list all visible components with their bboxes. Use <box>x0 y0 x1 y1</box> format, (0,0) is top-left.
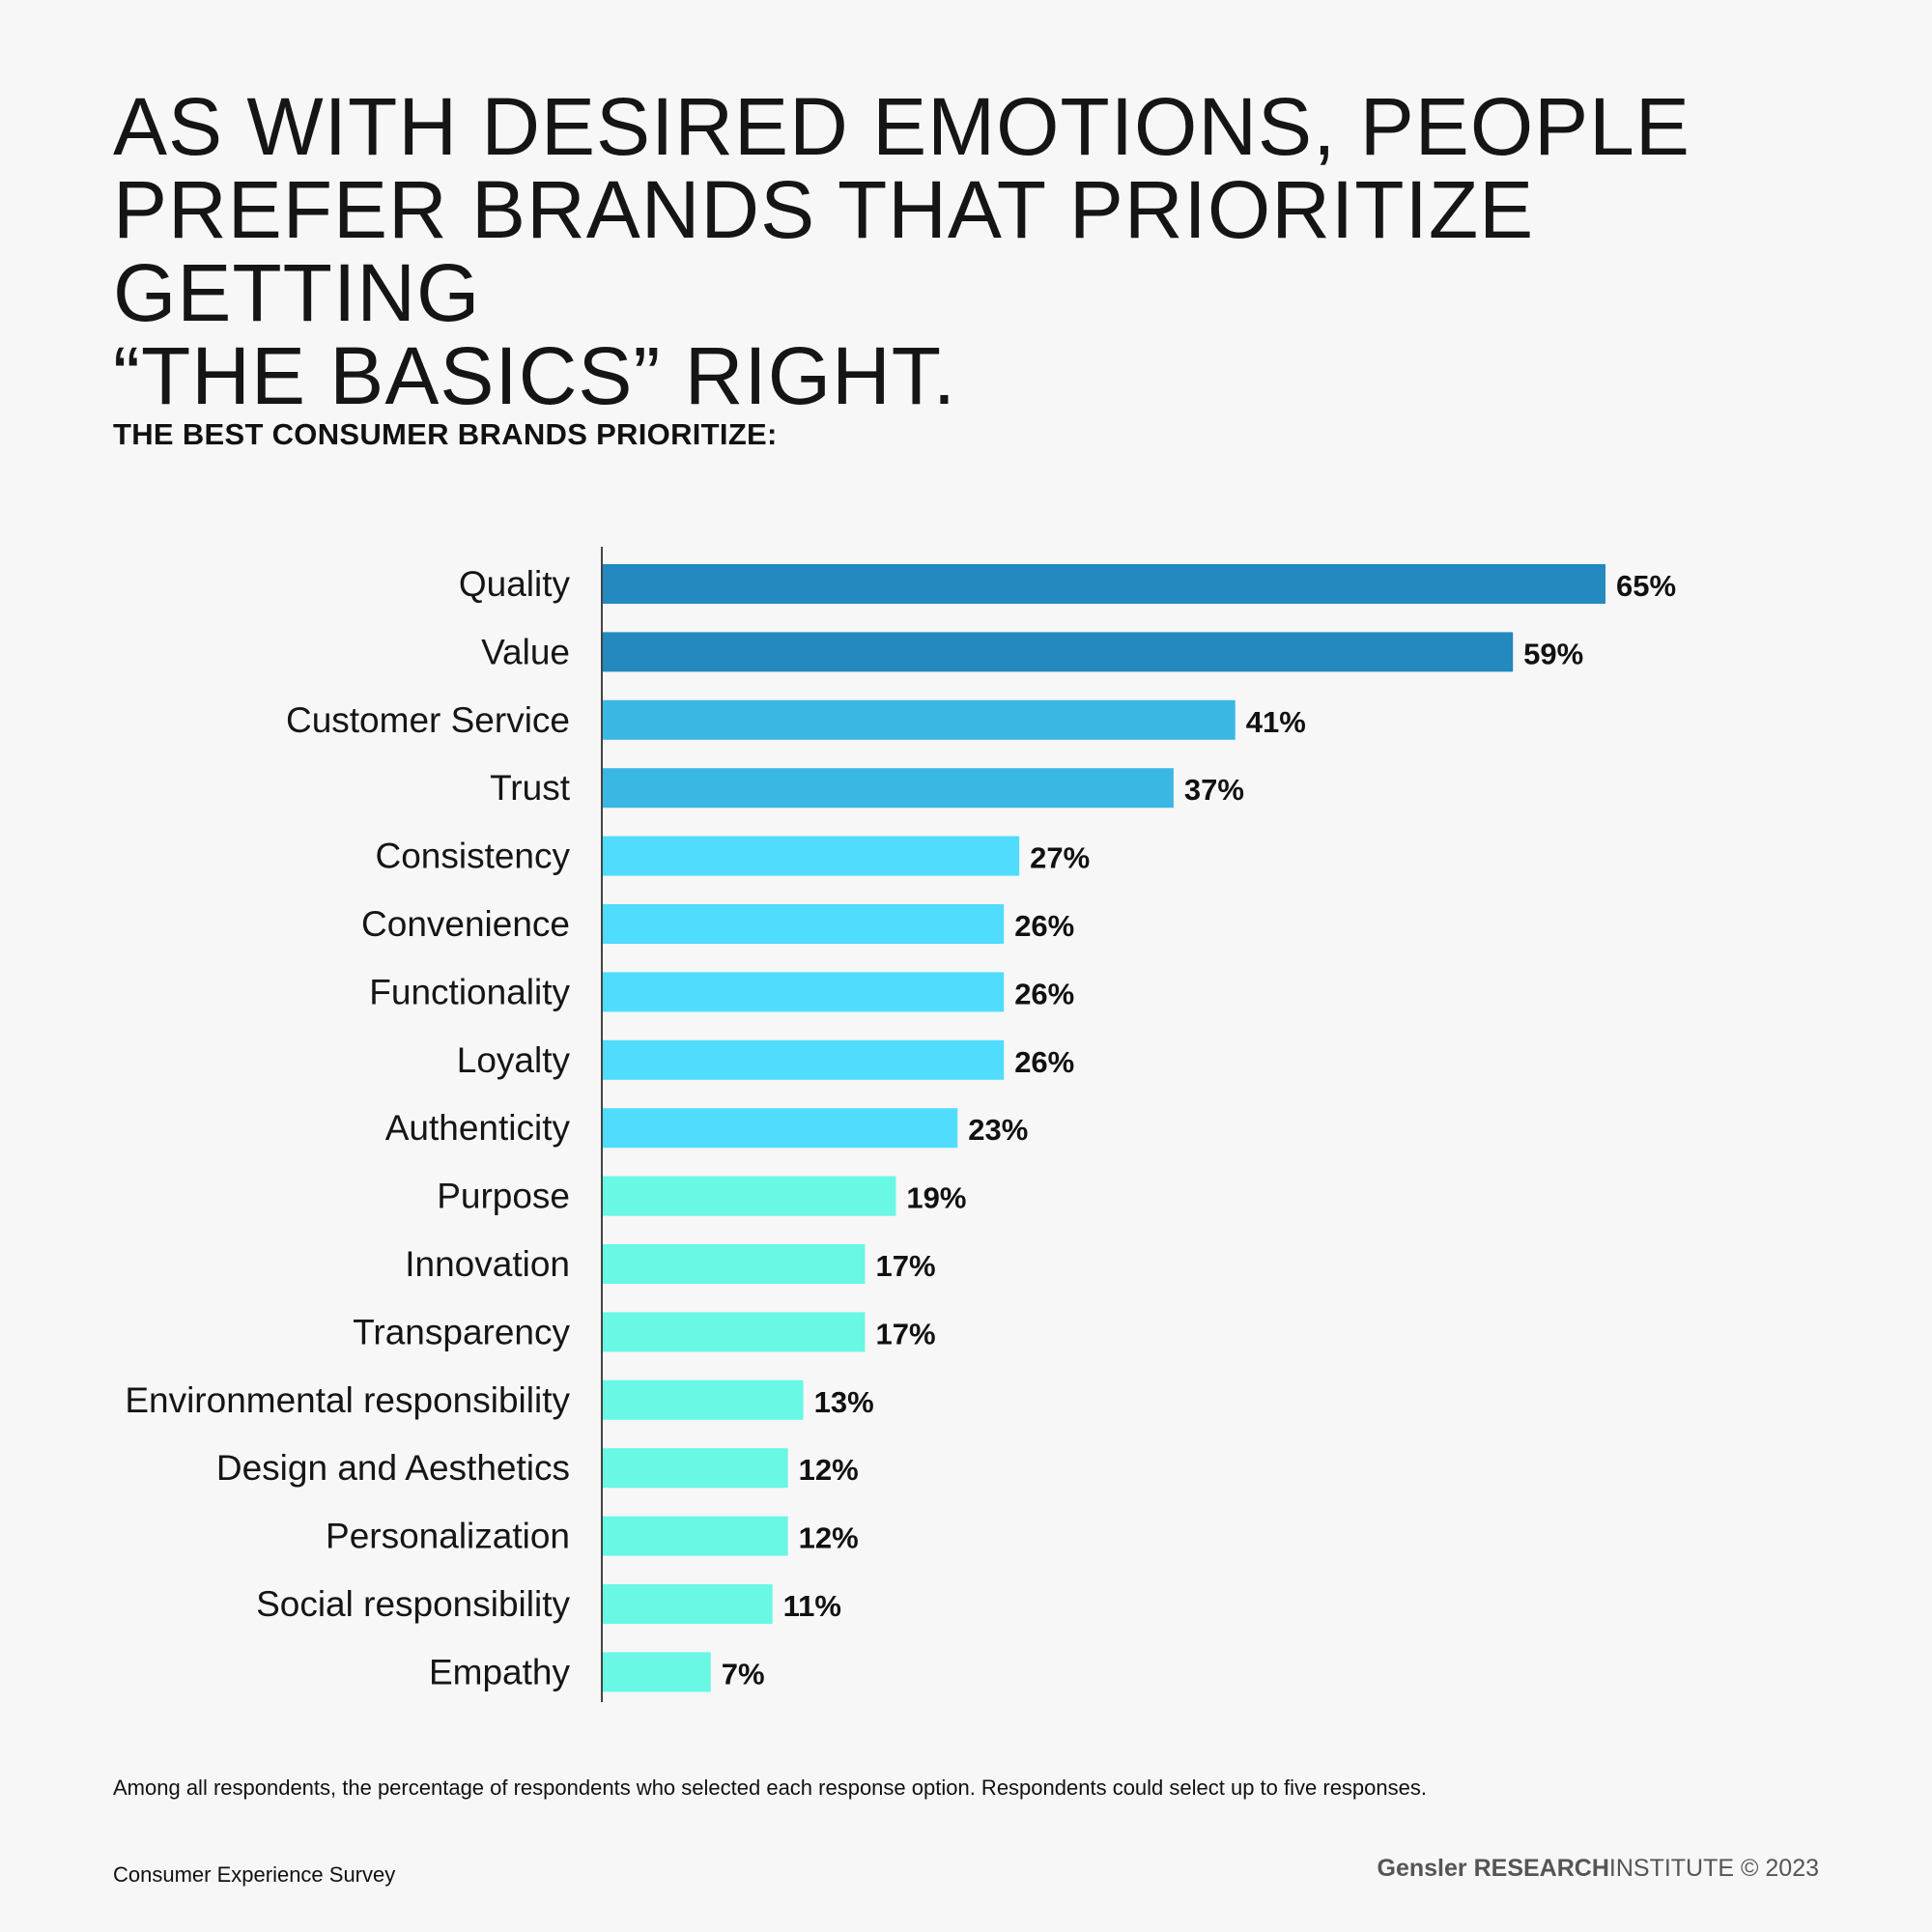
bar-consistency <box>603 836 1020 876</box>
bar-empathy <box>603 1652 711 1692</box>
chart-title: THE BEST CONSUMER BRANDS PRIORITIZE: <box>113 417 778 451</box>
bar-chart: Quality 65% Value 59% Customer Service 41% Tru… <box>125 547 1676 1702</box>
headline-line-1: AS WITH DESIRED EMOTIONS, PEOPLE <box>113 81 1690 172</box>
value-label-convenience: 26% <box>1014 909 1074 943</box>
bar-quality <box>603 564 1605 604</box>
category-label-consistency: Consistency <box>375 837 570 876</box>
category-label-convenience: Convenience <box>361 904 570 944</box>
bars-layer: Quality 65% Value 59% Customer Service 41% Tru… <box>125 564 1676 1692</box>
value-label-authenticity: 23% <box>968 1113 1028 1147</box>
value-label-transparency: 17% <box>875 1317 935 1350</box>
bar-purpose <box>603 1176 896 1216</box>
value-label-innovation: 17% <box>875 1249 935 1283</box>
bar-personalization <box>603 1516 788 1556</box>
value-label-personalization: 12% <box>799 1521 859 1555</box>
bar-design-and-aesthetics <box>603 1448 788 1489</box>
value-label-empathy: 7% <box>722 1657 765 1690</box>
category-label-social-responsibility: Social responsibility <box>256 1584 570 1624</box>
bar-customer-service <box>603 699 1236 740</box>
bar-environmental-responsibility <box>603 1379 804 1420</box>
bar-value <box>603 632 1514 672</box>
category-label-transparency: Transparency <box>353 1312 570 1351</box>
value-label-consistency: 27% <box>1030 841 1090 875</box>
category-label-environmental-responsibility: Environmental responsibility <box>125 1380 570 1420</box>
footnote: Among all respondents, the percentage of… <box>113 1776 1427 1800</box>
category-label-value: Value <box>481 632 570 671</box>
headline-line-3: “THE BASICS” RIGHT. <box>113 330 957 421</box>
credit-year: © 2023 <box>1741 1855 1819 1882</box>
value-label-trust: 37% <box>1184 773 1244 807</box>
category-label-authenticity: Authenticity <box>385 1108 571 1148</box>
bar-innovation <box>603 1244 866 1284</box>
bar-transparency <box>603 1312 866 1352</box>
headline: AS WITH DESIRED EMOTIONS, PEOPLE PREFER … <box>113 85 1755 417</box>
bar-trust <box>603 768 1174 809</box>
value-label-quality: 65% <box>1616 569 1676 603</box>
credit: Gensler RESEARCHINSTITUTE © 2023 <box>1378 1855 1819 1883</box>
value-label-environmental-responsibility: 13% <box>814 1385 874 1419</box>
credit-institute: INSTITUTE <box>1608 1855 1735 1882</box>
bar-social-responsibility <box>603 1584 773 1624</box>
brand-logo-text: Gensler <box>1377 1855 1467 1882</box>
category-label-loyalty: Loyalty <box>457 1040 571 1080</box>
category-label-quality: Quality <box>459 564 571 604</box>
bar-convenience <box>603 904 1005 944</box>
bar-authenticity <box>603 1108 958 1149</box>
category-label-customer-service: Customer Service <box>286 700 570 740</box>
category-label-empathy: Empathy <box>429 1652 571 1691</box>
category-label-trust: Trust <box>490 768 571 808</box>
value-label-value: 59% <box>1523 637 1583 670</box>
source-label: Consumer Experience Survey <box>113 1862 396 1887</box>
category-label-purpose: Purpose <box>437 1177 570 1216</box>
value-label-customer-service: 41% <box>1246 705 1306 739</box>
value-label-design-and-aesthetics: 12% <box>799 1453 859 1487</box>
category-label-design-and-aesthetics: Design and Aesthetics <box>216 1448 570 1488</box>
value-label-functionality: 26% <box>1014 977 1074 1010</box>
headline-line-2: PREFER BRANDS THAT PRIORITIZE GETTING <box>113 164 1535 338</box>
category-label-functionality: Functionality <box>369 972 570 1011</box>
value-label-social-responsibility: 11% <box>783 1589 841 1623</box>
value-label-loyalty: 26% <box>1014 1045 1074 1079</box>
credit-research: RESEARCH <box>1473 1855 1609 1882</box>
value-label-purpose: 19% <box>906 1181 966 1215</box>
bar-functionality <box>603 972 1005 1012</box>
category-label-personalization: Personalization <box>326 1517 570 1556</box>
category-label-innovation: Innovation <box>405 1244 570 1284</box>
bar-loyalty <box>603 1039 1005 1080</box>
